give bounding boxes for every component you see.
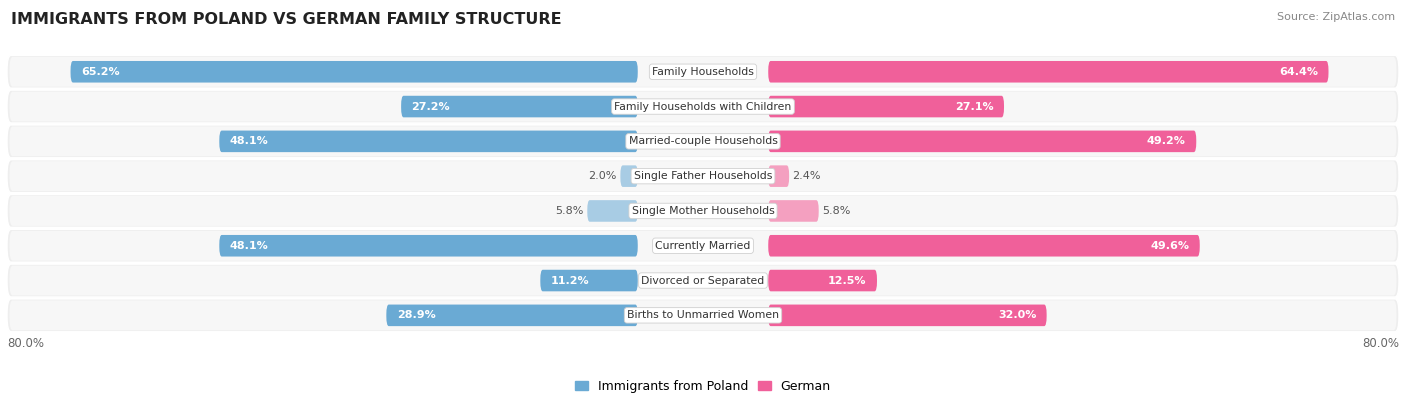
FancyBboxPatch shape — [387, 305, 638, 326]
Legend: Immigrants from Poland, German: Immigrants from Poland, German — [571, 375, 835, 395]
Text: Births to Unmarried Women: Births to Unmarried Women — [627, 310, 779, 320]
FancyBboxPatch shape — [768, 235, 1199, 256]
Text: 80.0%: 80.0% — [7, 337, 44, 350]
Text: 49.6%: 49.6% — [1150, 241, 1189, 251]
FancyBboxPatch shape — [540, 270, 638, 292]
Text: 49.2%: 49.2% — [1147, 136, 1185, 147]
Text: Family Households: Family Households — [652, 67, 754, 77]
Text: 12.5%: 12.5% — [828, 276, 866, 286]
FancyBboxPatch shape — [7, 160, 1399, 193]
FancyBboxPatch shape — [768, 166, 789, 187]
Text: 65.2%: 65.2% — [82, 67, 120, 77]
FancyBboxPatch shape — [7, 55, 1399, 88]
FancyBboxPatch shape — [768, 270, 877, 292]
FancyBboxPatch shape — [70, 61, 638, 83]
Text: 5.8%: 5.8% — [823, 206, 851, 216]
Text: 48.1%: 48.1% — [229, 136, 269, 147]
Text: 32.0%: 32.0% — [998, 310, 1036, 320]
Text: 27.2%: 27.2% — [412, 102, 450, 111]
Text: IMMIGRANTS FROM POLAND VS GERMAN FAMILY STRUCTURE: IMMIGRANTS FROM POLAND VS GERMAN FAMILY … — [11, 12, 562, 27]
FancyBboxPatch shape — [10, 126, 1396, 156]
Text: 64.4%: 64.4% — [1279, 67, 1317, 77]
FancyBboxPatch shape — [768, 96, 1004, 117]
FancyBboxPatch shape — [10, 300, 1396, 330]
FancyBboxPatch shape — [768, 305, 1046, 326]
Text: 5.8%: 5.8% — [555, 206, 583, 216]
FancyBboxPatch shape — [768, 61, 1329, 83]
Text: 11.2%: 11.2% — [551, 276, 589, 286]
FancyBboxPatch shape — [219, 235, 638, 256]
Text: 80.0%: 80.0% — [1362, 337, 1399, 350]
Text: 2.0%: 2.0% — [589, 171, 617, 181]
Text: Single Mother Households: Single Mother Households — [631, 206, 775, 216]
FancyBboxPatch shape — [10, 196, 1396, 226]
FancyBboxPatch shape — [588, 200, 638, 222]
FancyBboxPatch shape — [7, 229, 1399, 262]
Text: 28.9%: 28.9% — [396, 310, 436, 320]
FancyBboxPatch shape — [7, 90, 1399, 123]
FancyBboxPatch shape — [7, 264, 1399, 297]
FancyBboxPatch shape — [768, 131, 1197, 152]
FancyBboxPatch shape — [10, 161, 1396, 191]
FancyBboxPatch shape — [620, 166, 638, 187]
Text: Currently Married: Currently Married — [655, 241, 751, 251]
FancyBboxPatch shape — [10, 265, 1396, 295]
Text: Family Households with Children: Family Households with Children — [614, 102, 792, 111]
FancyBboxPatch shape — [10, 231, 1396, 261]
FancyBboxPatch shape — [7, 125, 1399, 158]
Text: Single Father Households: Single Father Households — [634, 171, 772, 181]
FancyBboxPatch shape — [401, 96, 638, 117]
Text: Source: ZipAtlas.com: Source: ZipAtlas.com — [1277, 12, 1395, 22]
FancyBboxPatch shape — [219, 131, 638, 152]
FancyBboxPatch shape — [10, 57, 1396, 87]
FancyBboxPatch shape — [7, 299, 1399, 332]
Text: Married-couple Households: Married-couple Households — [628, 136, 778, 147]
Text: 48.1%: 48.1% — [229, 241, 269, 251]
FancyBboxPatch shape — [10, 92, 1396, 122]
Text: 2.4%: 2.4% — [793, 171, 821, 181]
Text: 27.1%: 27.1% — [955, 102, 994, 111]
FancyBboxPatch shape — [768, 200, 818, 222]
FancyBboxPatch shape — [7, 194, 1399, 228]
Text: Divorced or Separated: Divorced or Separated — [641, 276, 765, 286]
